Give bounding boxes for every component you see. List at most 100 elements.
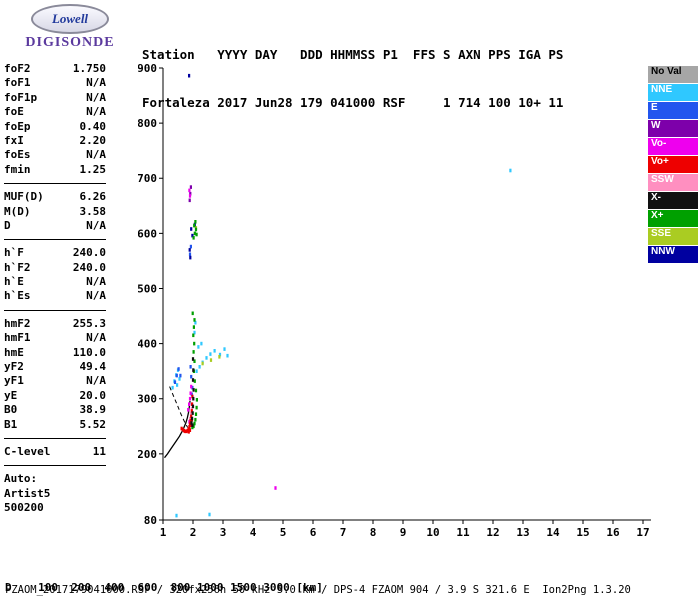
parameter-value: 3.58: [79, 204, 107, 218]
parameter-row: MUF(D) 6.26: [4, 190, 106, 204]
parameter-label: B1: [4, 417, 18, 431]
y-tick-label: 600: [138, 227, 157, 240]
parameter-row: hmE 110.0: [4, 346, 106, 360]
parameter-row: h`F 240.0: [4, 246, 106, 260]
parameter-value: 6.26: [79, 190, 107, 204]
x-tick-label: 4: [250, 526, 257, 539]
parameter-row: M(D) 3.58: [4, 205, 106, 219]
muf-distance-table: D 100 200 400 600 800 1000 1500 3000 [km…: [5, 553, 363, 600]
parameter-value: N/A: [86, 218, 106, 232]
parameter-value: 2.20: [79, 133, 107, 147]
parameter-label: h`Es: [4, 289, 31, 303]
parameter-label: B0: [4, 403, 18, 417]
parameter-label: C-level: [4, 444, 51, 458]
x-tick-label: 14: [546, 526, 560, 539]
echo-series-nnw: [188, 73, 196, 260]
parameter-label: h`E: [4, 275, 24, 289]
x-tick-label: 3: [220, 526, 227, 539]
dashed-profile-curve: [169, 386, 189, 428]
echo-series-ssw: [188, 406, 193, 421]
parameter-row: foF1 N/A: [4, 76, 106, 90]
x-tick-label: 12: [486, 526, 499, 539]
parameter-row: yF1 N/A: [4, 374, 106, 388]
x-tick-label: 6: [310, 526, 317, 539]
distance-row: D 100 200 400 600 800 1000 1500 3000 [km…: [5, 581, 323, 594]
parameter-row: B0 38.9: [4, 403, 106, 417]
echo-series-sse: [194, 226, 221, 366]
y-tick-label: 700: [138, 172, 157, 185]
echo-series-x-: [191, 220, 198, 430]
legend-item-vo-: Vo-: [648, 138, 698, 155]
legend-item-nne: NNE: [648, 84, 698, 101]
parameter-row: h`E N/A: [4, 275, 106, 289]
logo-oval: Lowell: [31, 4, 109, 34]
logo-lowell-text: Lowell: [51, 11, 89, 26]
parameter-row: fxI 2.20: [4, 134, 106, 148]
station-header: Station YYYY DAY DDD HHMMSS P1 FFS S AXN…: [142, 15, 563, 143]
x-tick-label: 15: [576, 526, 589, 539]
parameter-value: 49.4: [79, 360, 107, 374]
parameter-value: 1.25: [79, 162, 107, 176]
parameter-label: yF2: [4, 360, 24, 374]
parameter-value: 0.40: [79, 119, 107, 133]
x-tick-label: 13: [516, 526, 529, 539]
y-tick-label: 500: [138, 282, 157, 295]
parameter-row: B1 5.52: [4, 418, 106, 432]
parameter-row: yE 20.0: [4, 389, 106, 403]
parameter-value: N/A: [86, 90, 106, 104]
parameter-value: N/A: [86, 374, 106, 388]
echo-series-w: [188, 185, 192, 203]
parameter-label: foEp: [4, 119, 31, 133]
x-tick-label: 9: [400, 526, 407, 539]
x-tick-label: 16: [606, 526, 620, 539]
echo-series-vo-: [187, 188, 277, 490]
separator: [4, 309, 106, 311]
parameter-row: foEs N/A: [4, 148, 106, 162]
y-tick-label: 80: [144, 514, 157, 527]
parameter-value: N/A: [86, 275, 106, 289]
true-height-profile-curve: [163, 400, 191, 459]
legend-item-x-: X+: [648, 210, 698, 227]
y-tick-label: 300: [138, 393, 157, 406]
parameter-label: yF1: [4, 374, 24, 388]
parameter-value: 240.0: [72, 246, 106, 260]
parameter-label: D: [4, 218, 11, 232]
parameter-row: foF2 1.750: [4, 62, 106, 76]
parameter-label: yE: [4, 388, 18, 402]
legend-item-sse: SSE: [648, 228, 698, 245]
x-tick-label: 7: [340, 526, 347, 539]
parameter-footer-text: Artist5: [4, 486, 51, 500]
legend-item-vo-: Vo+: [648, 156, 698, 173]
parameter-label: MUF(D): [4, 190, 44, 204]
x-tick-label: 11: [456, 526, 470, 539]
status-line: FZAOM_2017179041000.RSF / 320fx256h 50 k…: [5, 584, 631, 596]
parameter-row: D N/A: [4, 219, 106, 233]
parameter-label: foF2: [4, 62, 31, 75]
header-line-2: Fortaleza 2017 Jun28 179 041000 RSF 1 71…: [142, 95, 564, 110]
parameter-label: hmF2: [4, 316, 31, 330]
x-tick-label: 1: [160, 526, 167, 539]
parameter-label: fxI: [4, 133, 24, 147]
parameter-value: N/A: [86, 148, 106, 162]
parameter-value: N/A: [86, 331, 106, 345]
parameter-value: N/A: [86, 76, 106, 90]
x-tick-label: 5: [280, 526, 287, 539]
parameter-label: h`F2: [4, 260, 31, 274]
legend-item-x-: X-: [648, 192, 698, 209]
legend-item-w: W: [648, 120, 698, 137]
parameter-row: foEp 0.40: [4, 120, 106, 134]
parameter-row: foE N/A: [4, 105, 106, 119]
parameter-value: 5.52: [79, 417, 107, 431]
parameter-row: yF2 49.4: [4, 360, 106, 374]
parameter-label: foF1: [4, 76, 31, 90]
direction-legend: No Val NNE E W Vo- Vo+ SSW X- X+ SSE NNW: [648, 66, 698, 264]
echo-series-nne: [171, 168, 512, 518]
parameter-value: 20.0: [79, 388, 107, 402]
parameter-row: hmF1 N/A: [4, 331, 106, 345]
parameter-footer-text: Auto:: [4, 472, 38, 486]
x-tick-label: 2: [190, 526, 197, 539]
separator: [4, 465, 106, 467]
